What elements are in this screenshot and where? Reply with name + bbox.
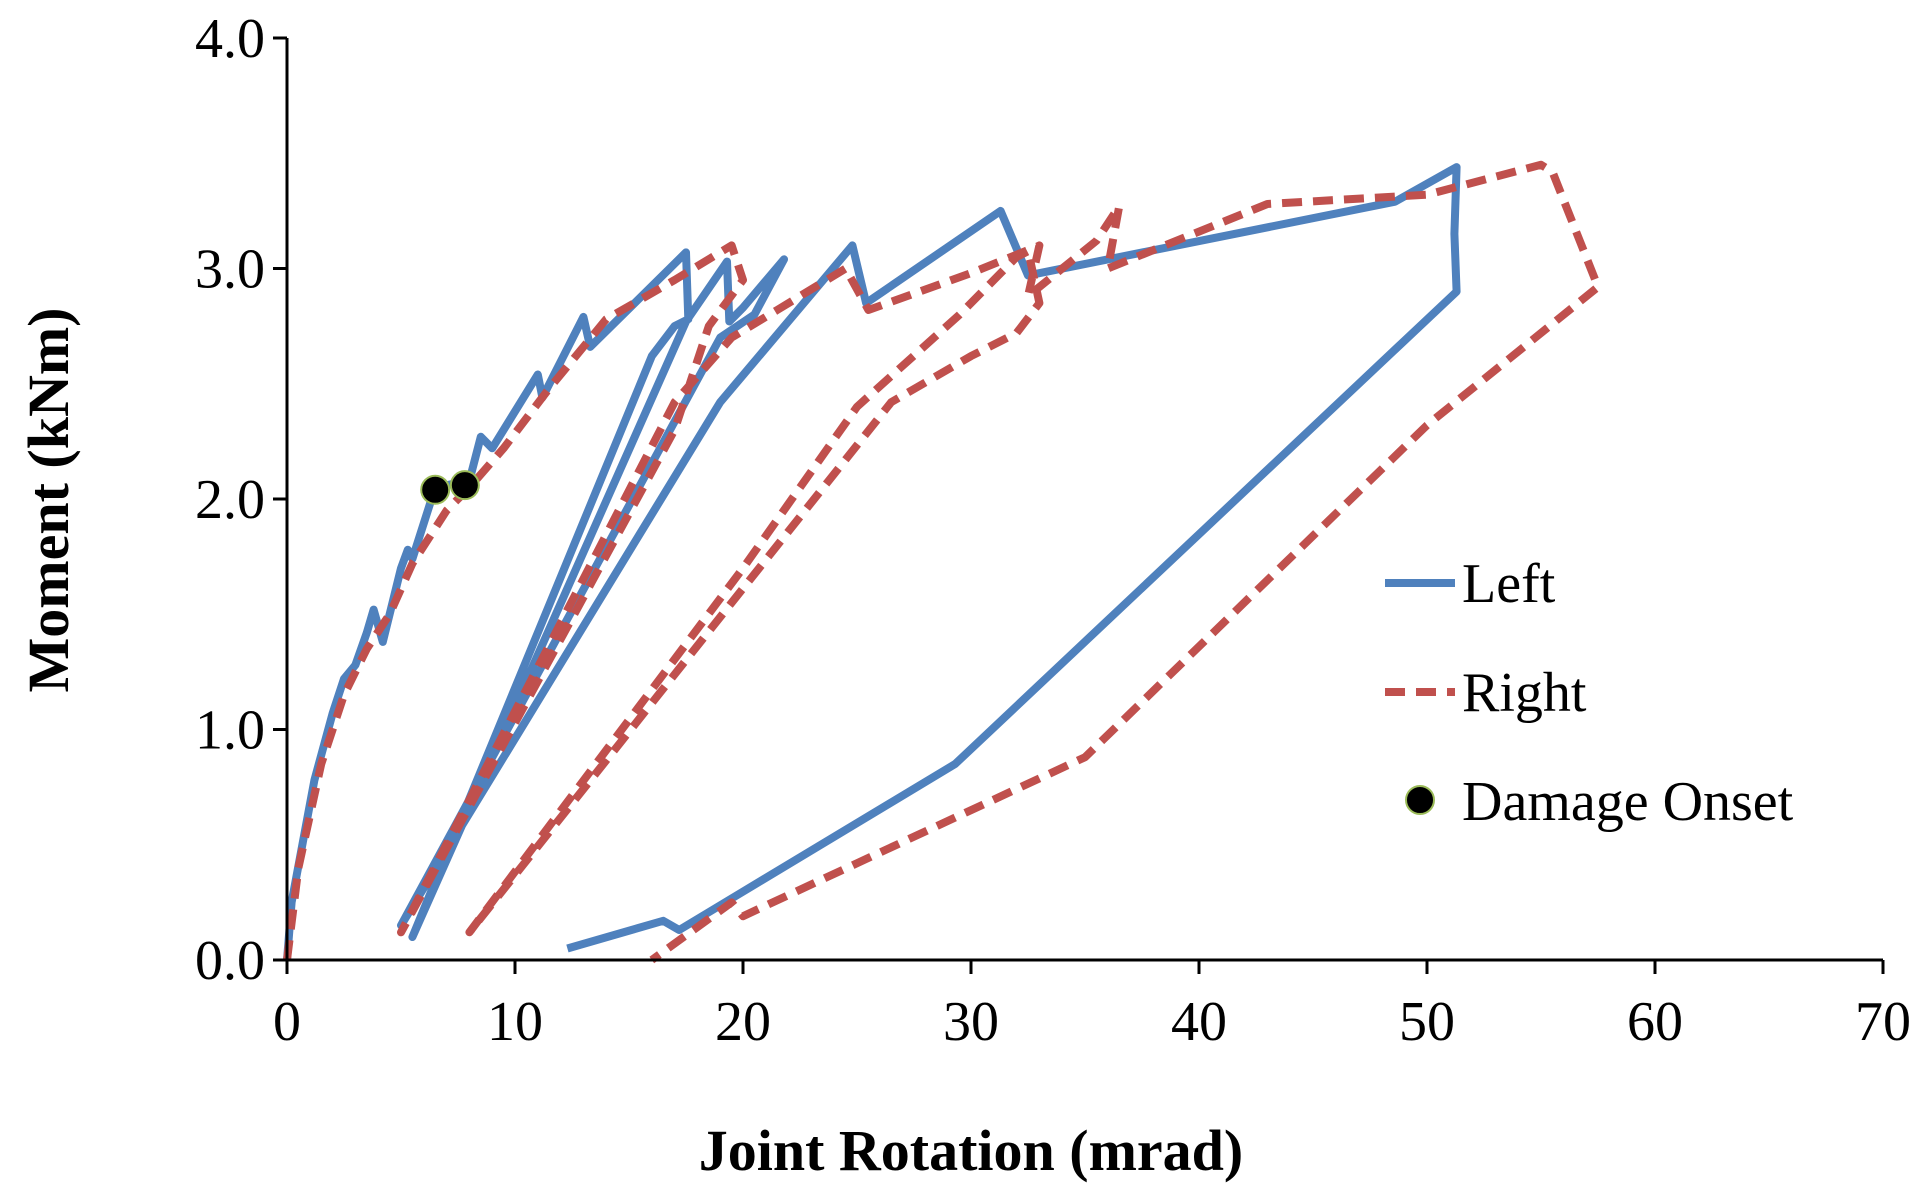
y-tick-label: 0.0 — [195, 930, 265, 992]
legend-item-right: Right — [1385, 662, 1587, 724]
legend-label-damage-onset: Damage Onset — [1462, 771, 1794, 833]
x-tick-label: 60 — [1627, 991, 1683, 1053]
axes: 0.0 1.0 2.0 3.0 4.0 0 10 20 30 40 50 60 70 — [195, 8, 1911, 1053]
legend-item-left: Left — [1385, 553, 1556, 615]
y-tick-label: 1.0 — [195, 700, 265, 762]
x-tick-label: 70 — [1855, 991, 1911, 1053]
legend: Left Right Damage Onset — [1385, 553, 1794, 833]
x-tick-label: 30 — [943, 991, 999, 1053]
y-axis-ticks: 0.0 1.0 2.0 3.0 4.0 — [195, 8, 287, 992]
plot-area — [287, 165, 1598, 960]
damage-onset-marker — [421, 476, 449, 504]
damage-onset-markers — [421, 471, 479, 504]
series-layer — [287, 165, 1598, 960]
x-tick-label: 50 — [1399, 991, 1455, 1053]
legend-swatch-damage-onset — [1406, 786, 1434, 814]
y-axis-title: Moment (kNm) — [16, 308, 81, 693]
y-tick-label: 3.0 — [195, 239, 265, 301]
legend-item-damage-onset: Damage Onset — [1406, 771, 1794, 833]
y-tick-label: 2.0 — [195, 469, 265, 531]
damage-onset-marker — [451, 471, 479, 499]
x-tick-label: 0 — [273, 991, 301, 1053]
x-tick-label: 20 — [715, 991, 771, 1053]
x-tick-label: 10 — [487, 991, 543, 1053]
x-axis-ticks: 0 10 20 30 40 50 60 70 — [273, 960, 1911, 1053]
series-line-right — [287, 165, 1598, 960]
x-axis-title: Joint Rotation (mrad) — [699, 1118, 1244, 1183]
y-tick-label: 4.0 — [195, 8, 265, 70]
legend-label-right: Right — [1462, 662, 1587, 724]
x-tick-label: 40 — [1171, 991, 1227, 1053]
legend-label-left: Left — [1462, 553, 1556, 615]
